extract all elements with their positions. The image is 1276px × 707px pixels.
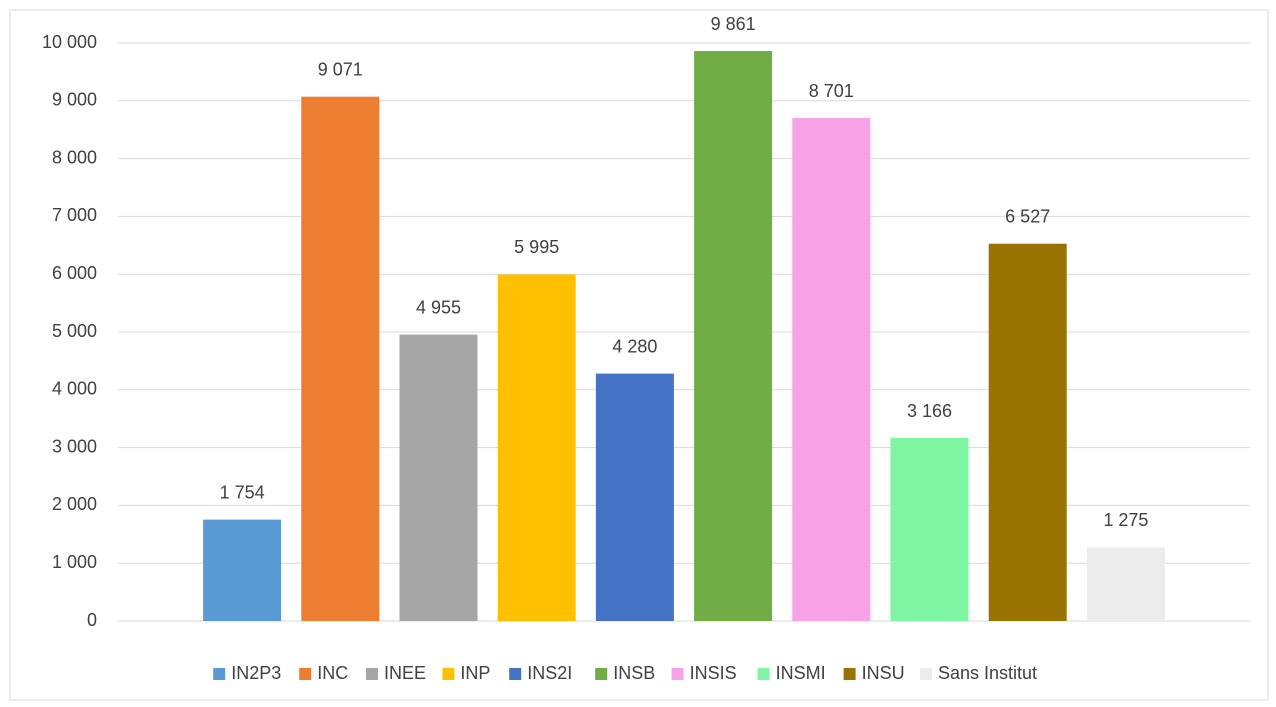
y-tick-label: 5 000: [52, 321, 97, 341]
y-tick-label: 1 000: [52, 552, 97, 572]
bar: [890, 438, 969, 621]
legend-label: INSMI: [776, 663, 826, 683]
data-label: 1 275: [1103, 510, 1148, 530]
y-tick-label: 10 000: [42, 32, 97, 52]
legend-label: INP: [460, 663, 490, 683]
bar: [301, 96, 380, 622]
legend-label: INEE: [384, 663, 426, 683]
bar: [497, 274, 576, 621]
legend-swatch: [213, 668, 226, 680]
y-tick-label: 3 000: [52, 436, 97, 456]
legend-swatch: [671, 668, 684, 680]
legend-label: Sans Institut: [938, 663, 1037, 683]
y-tick-label: 4 000: [52, 379, 97, 399]
data-label: 4 955: [416, 297, 461, 317]
legend-label: INC: [317, 663, 348, 683]
data-label: 3 166: [907, 401, 952, 421]
legend-label: INSB: [613, 663, 655, 683]
bar: [203, 519, 282, 621]
data-label: 8 701: [809, 81, 854, 101]
y-tick-label: 9 000: [52, 90, 97, 110]
bar: [399, 334, 478, 621]
bar: [694, 51, 773, 622]
legend-swatch: [595, 668, 608, 680]
data-label: 4 280: [612, 336, 657, 356]
legend-swatch: [509, 668, 522, 680]
legend-swatch: [757, 668, 770, 680]
legend-label: INS2I: [527, 663, 572, 683]
legend-label: INSU: [862, 663, 905, 683]
legend-swatch: [299, 668, 312, 680]
legend-swatch: [843, 668, 856, 680]
legend-swatch: [366, 668, 378, 680]
legend-swatch: [442, 668, 455, 680]
data-label: 9 071: [318, 59, 363, 79]
y-tick-label: 0: [87, 610, 97, 630]
y-tick-label: 8 000: [52, 147, 97, 167]
data-label: 9 861: [711, 14, 756, 34]
y-tick-label: 7 000: [52, 205, 97, 225]
legend-swatch: [920, 668, 932, 680]
bar: [1086, 547, 1165, 621]
y-tick-label: 2 000: [52, 494, 97, 514]
legend-label: INSIS: [690, 663, 737, 683]
bar: [988, 243, 1067, 622]
bar: [595, 373, 674, 621]
legend-label: IN2P3: [231, 663, 281, 683]
data-label: 6 527: [1005, 206, 1050, 226]
y-tick-label: 6 000: [52, 263, 97, 283]
bar: [792, 118, 871, 621]
data-label: 1 754: [220, 482, 265, 502]
data-label: 5 995: [514, 237, 559, 257]
